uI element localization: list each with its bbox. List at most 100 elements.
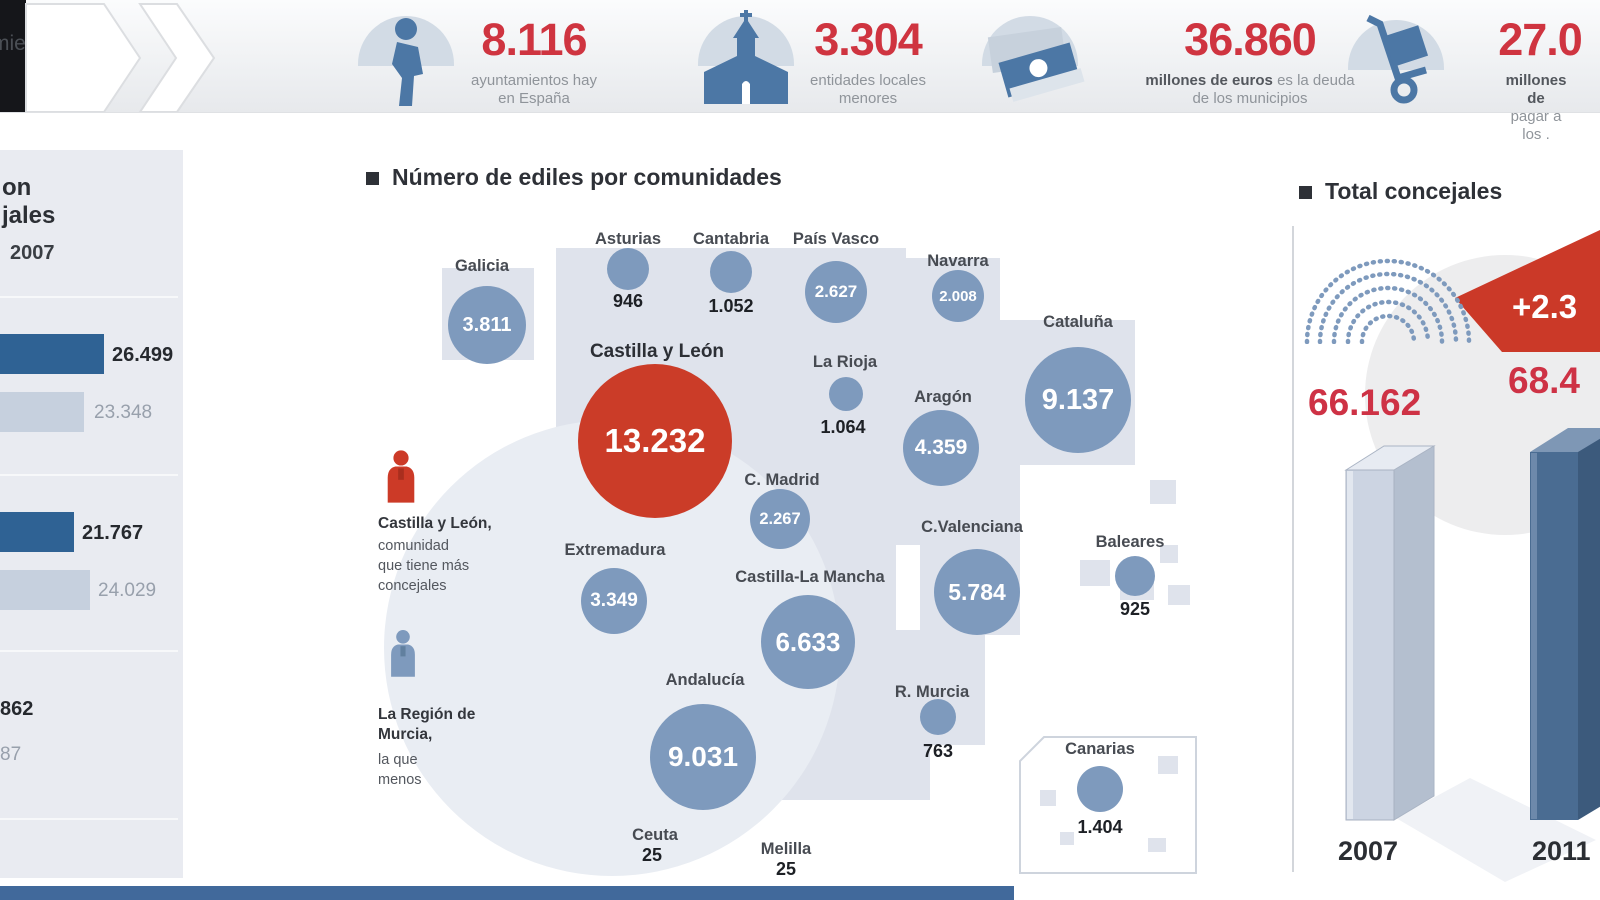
column-2011	[1530, 428, 1600, 820]
sidebar-panel: on jales 2007 26.499 23.348 21.767 24.02…	[0, 150, 183, 878]
bubble-la-rioja	[829, 377, 863, 411]
bubble-value-cantabria: 1.052	[708, 296, 754, 316]
stat-label: millones de pagar a los .	[1504, 72, 1568, 144]
bubble-aragon: 4.359	[903, 410, 979, 486]
divider	[0, 818, 178, 820]
stat-label-bold: millones de	[1505, 72, 1567, 107]
sidebar-title-fragment-2: jales	[2, 202, 56, 229]
stat-value: 3.304	[814, 14, 923, 65]
bubble-label-baleares: Baleares	[1095, 533, 1165, 551]
year-label-2007: 2007	[1338, 836, 1399, 866]
canarias-islands-blocks	[1040, 756, 1178, 852]
bubble-label-aragon: Aragón	[914, 388, 972, 406]
bubble-label-extremadura: Extremadura	[564, 541, 666, 559]
bubble-pais-vasco: 2.627	[805, 261, 867, 323]
sidebar-bar-value: 23.348	[94, 402, 153, 423]
bubble-value-baleares: 925	[1119, 599, 1151, 619]
bubble-label-c-valenciana: C.Valenciana	[921, 518, 1023, 536]
value-ceuta: 25	[641, 845, 663, 865]
stat-label-bold: millones de euros	[1145, 72, 1273, 89]
parliament-icon	[1304, 258, 1472, 344]
masthead-black-strip	[0, 0, 26, 112]
column-shadow	[1396, 778, 1596, 882]
bubble-baleares	[1115, 556, 1155, 596]
delta-label: +2.3	[1512, 288, 1578, 325]
annotation-least-text: la que menos	[378, 752, 422, 788]
bubble-value-asturias: 946	[612, 291, 644, 311]
sidebar-bar-value: 26.499	[112, 344, 174, 366]
stat-value: 36.860	[1184, 14, 1317, 65]
value-melilla: 25	[775, 859, 797, 879]
bottom-section-strip	[0, 886, 1014, 900]
column-2007	[1344, 445, 1436, 821]
sidebar-bar-value: 24.029	[98, 580, 157, 601]
sidebar-value-fragment: 862	[0, 698, 34, 720]
totals-title: Total concejales	[1325, 178, 1503, 204]
top-banner: mientos, 8.116 ayuntamientos hay en Espa…	[0, 0, 1600, 143]
banknotes-icon	[987, 27, 1085, 102]
chevron-icon	[25, 3, 216, 112]
bubble-navarra: 2.008	[932, 270, 984, 322]
bubble-label-canarias: Canarias	[1065, 740, 1135, 758]
sidebar-legend-year: 2007	[10, 242, 55, 264]
bubble-label-castilla-la-mancha: Castilla-La Mancha	[735, 568, 885, 586]
bubble-label-castilla-y-leon: Castilla y León	[589, 341, 725, 362]
bubble-cataluna: 9.137	[1025, 347, 1131, 453]
label-melilla: Melilla	[760, 840, 812, 858]
bubble-cantabria	[710, 251, 752, 293]
bubble-label-c-madrid: C. Madrid	[744, 471, 820, 489]
bubble-extremadura: 3.349	[581, 568, 647, 634]
label-ceuta: Ceuta	[632, 826, 678, 844]
bubble-canarias	[1077, 766, 1123, 812]
sidebar-bar-dark	[0, 334, 104, 374]
sidebar-bar-dark	[0, 512, 74, 552]
stat-label: entidades locales menores	[810, 72, 926, 107]
annotation-most-bold: Castilla y León,	[378, 515, 492, 532]
map-title-bullet	[366, 172, 379, 185]
bubble-c-madrid: 2.267	[750, 489, 810, 549]
annotation-least-bold: La Región de Murcia,	[378, 706, 476, 743]
stat-label-rest: es la deuda de los municipios	[1192, 72, 1355, 107]
bubble-castilla-la-mancha: 6.633	[761, 595, 855, 689]
stat-value: 27.0	[1498, 14, 1583, 65]
annotation-most-text: comunidad que tiene más concejales	[378, 538, 470, 594]
sidebar-bar-value: 21.767	[82, 522, 144, 544]
sidebar-bar-light	[0, 570, 90, 610]
divider	[0, 474, 178, 476]
bubble-value-r-murcia: 763	[922, 741, 954, 761]
sidebar-value-fragment: 87	[0, 744, 22, 765]
bubble-label-pais-vasco: País Vasco	[792, 230, 880, 248]
handtruck-icon	[1366, 14, 1429, 104]
total-2007-value: 66.162	[1308, 382, 1422, 423]
bubble-r-murcia	[920, 699, 956, 735]
bubble-label-asturias: Asturias	[594, 230, 662, 248]
bubble-label-galicia: Galicia	[454, 257, 510, 275]
divider	[0, 296, 178, 298]
sidebar-title-fragment-1: on	[2, 174, 32, 201]
bubble-label-navarra: Navarra	[927, 252, 989, 270]
stat-label-rest: pagar a los .	[1510, 108, 1562, 143]
bubble-label-cantabria: Cantabria	[692, 230, 770, 248]
bubble-galicia: 3.811	[448, 286, 526, 364]
bubble-castilla-y-leon: 13.232	[578, 364, 732, 518]
stat-value: 8.116	[481, 14, 587, 65]
bubble-label-r-murcia: R. Murcia	[894, 683, 970, 701]
total-2011-value: 68.4	[1508, 360, 1581, 401]
map-title: Número de ediles por comunidades	[392, 164, 782, 190]
bubble-asturias	[607, 248, 649, 290]
person-icon-red	[387, 450, 415, 503]
bubble-value-la-rioja: 1.064	[820, 417, 866, 437]
stat-label: ayuntamientos hay en España	[471, 72, 597, 107]
bubble-value-canarias: 1.404	[1077, 817, 1123, 837]
bubble-andalucia: 9.031	[650, 704, 756, 810]
bubble-c-valenciana: 5.784	[934, 549, 1020, 635]
totals-axis-line	[1292, 226, 1294, 872]
person-icon-blue	[391, 630, 415, 677]
bubble-label-andalucia: Andalucía	[665, 671, 745, 689]
totals-title-bullet	[1299, 186, 1312, 199]
divider	[0, 650, 178, 652]
church-icon	[704, 10, 788, 104]
statue-person-icon	[392, 18, 423, 106]
bubble-label-cataluna: Cataluña	[1043, 313, 1113, 331]
